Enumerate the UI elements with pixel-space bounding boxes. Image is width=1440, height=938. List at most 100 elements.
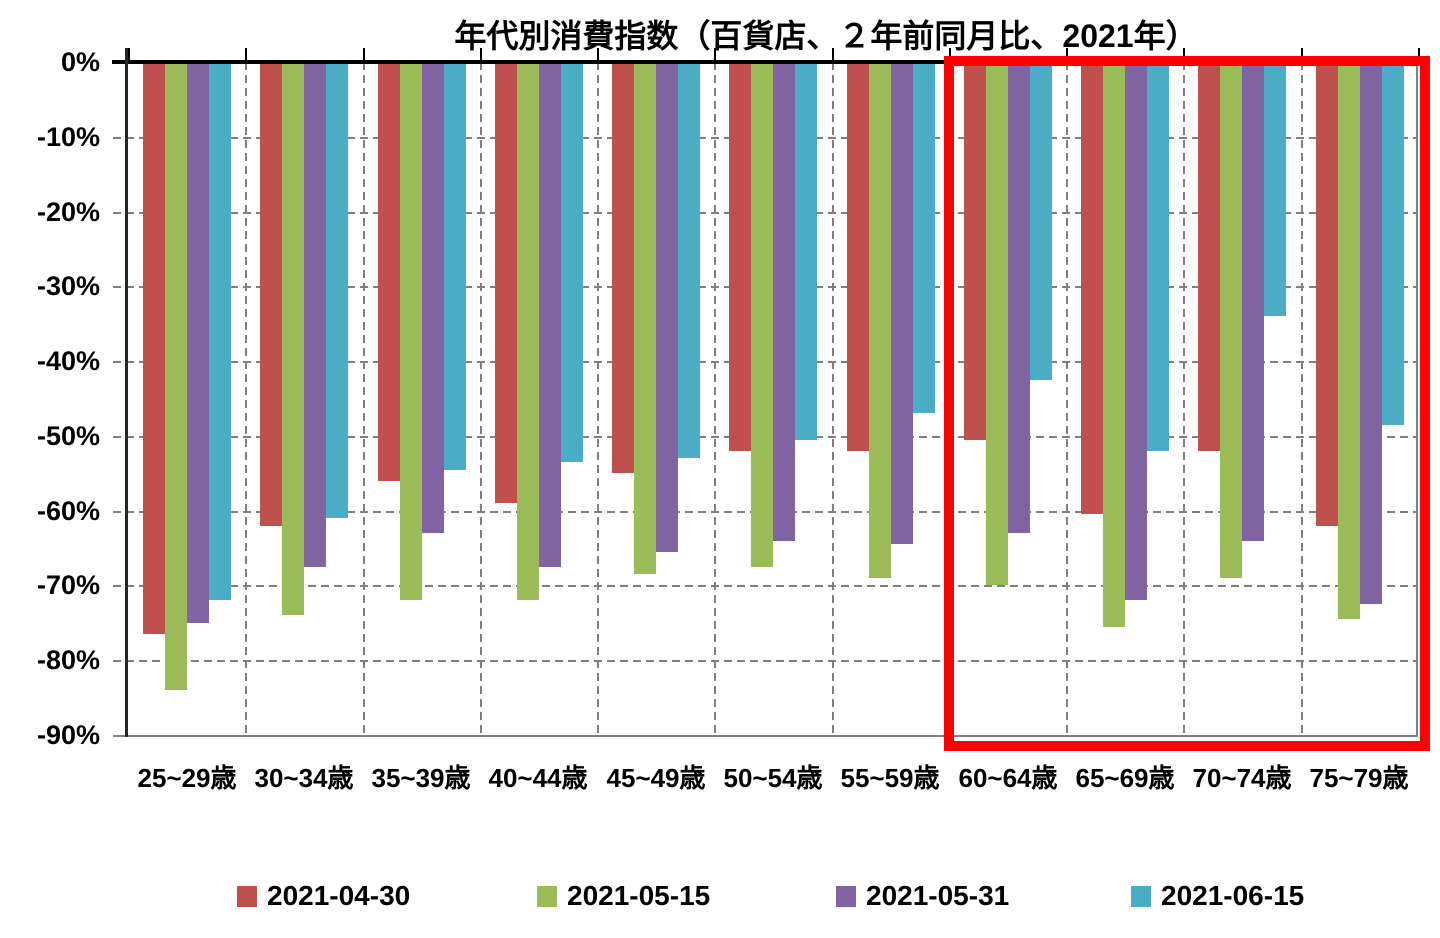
x-category-label: 25~29歳 [137,763,237,793]
plot-right-border [1416,62,1418,735]
y-tick-label: -60% [36,496,100,526]
bar [634,62,656,574]
bar [678,62,700,458]
legend-marker-swatch [537,886,557,907]
bar [1382,62,1404,425]
y-tick-label: -80% [36,645,100,675]
bar [260,62,282,526]
highlight-rectangle [944,56,1430,751]
y-tick-label: -30% [36,271,100,301]
x-category-label: 70~74歳 [1192,763,1292,793]
bar [1198,62,1220,451]
bar [773,62,795,541]
bar [751,62,773,567]
x-category-label: 65~69歳 [1075,763,1175,793]
legend-marker-swatch [237,886,257,907]
bar [1081,62,1103,514]
y-axis-spine [125,48,128,737]
y-tick-label: -40% [36,346,100,376]
bar [1103,62,1125,627]
axis-tick [1066,48,1068,61]
x-axis-zero-line [112,60,1419,64]
gridline-vertical [245,62,247,735]
gridline-vertical [714,62,716,735]
bar [1220,62,1242,578]
bar [913,62,935,413]
bar [1008,62,1030,533]
bar [378,62,400,481]
bar [869,62,891,578]
bar [444,62,466,470]
x-category-label: 55~59歳 [840,763,940,793]
axis-tick [1418,48,1420,61]
bar [143,62,165,634]
x-category-label: 75~79歳 [1309,763,1409,793]
gridline-horizontal [113,660,1418,662]
x-category-label: 30~34歳 [254,763,354,793]
gridline-vertical [832,62,834,735]
bar [795,62,817,440]
bar [561,62,583,462]
bar [1360,62,1382,604]
gridline-vertical [1301,62,1303,735]
x-category-label: 50~54歳 [723,763,823,793]
legend-marker-swatch [1131,886,1151,907]
gridline-vertical [363,62,365,735]
bar [187,62,209,623]
legend-marker-swatch [836,886,856,907]
bar [326,62,348,518]
bar [891,62,913,544]
y-tick-label: 0% [60,47,100,77]
axis-tick [949,48,951,61]
y-tick-label: -90% [36,720,100,750]
bar [304,62,326,567]
bar [1125,62,1147,600]
x-category-label: 35~39歳 [371,763,471,793]
bar [656,62,678,552]
x-category-label: 45~49歳 [606,763,706,793]
bar [165,62,187,690]
legend-label: 2021-05-31 [866,880,1010,911]
axis-tick [480,48,482,61]
gridline-vertical [1183,62,1185,735]
bar [1030,62,1052,380]
bar [517,62,539,600]
bar [400,62,422,600]
gridline-vertical [480,62,482,735]
axis-tick [245,48,247,61]
axis-tick [128,48,130,61]
bar [1338,62,1360,619]
bar [422,62,444,533]
axis-tick [363,48,365,61]
axis-tick [1301,48,1303,61]
legend-label: 2021-04-30 [267,880,411,911]
legend-label: 2021-06-15 [1161,880,1305,911]
legend-label: 2021-05-15 [567,880,711,911]
y-tick-label: -10% [36,122,100,152]
bar [1316,62,1338,526]
bar [612,62,634,473]
axis-tick [597,48,599,61]
bar [729,62,751,451]
x-category-label: 40~44歳 [488,763,588,793]
y-tick-label: -20% [36,197,100,227]
y-tick-label: -70% [36,570,100,600]
bar [282,62,304,615]
bar [539,62,561,567]
bar [986,62,1008,585]
gridline-vertical [1066,62,1068,735]
bar [964,62,986,440]
bar [209,62,231,600]
bar [1264,62,1286,316]
axis-tick [832,48,834,61]
gridline-vertical [597,62,599,735]
axis-tick [1183,48,1185,61]
bar [495,62,517,503]
bar [1242,62,1264,541]
plot-bottom-border [113,735,1418,737]
bar [847,62,869,451]
y-tick-label: -50% [36,421,100,451]
gridline-horizontal [113,585,1418,587]
axis-tick [714,48,716,61]
